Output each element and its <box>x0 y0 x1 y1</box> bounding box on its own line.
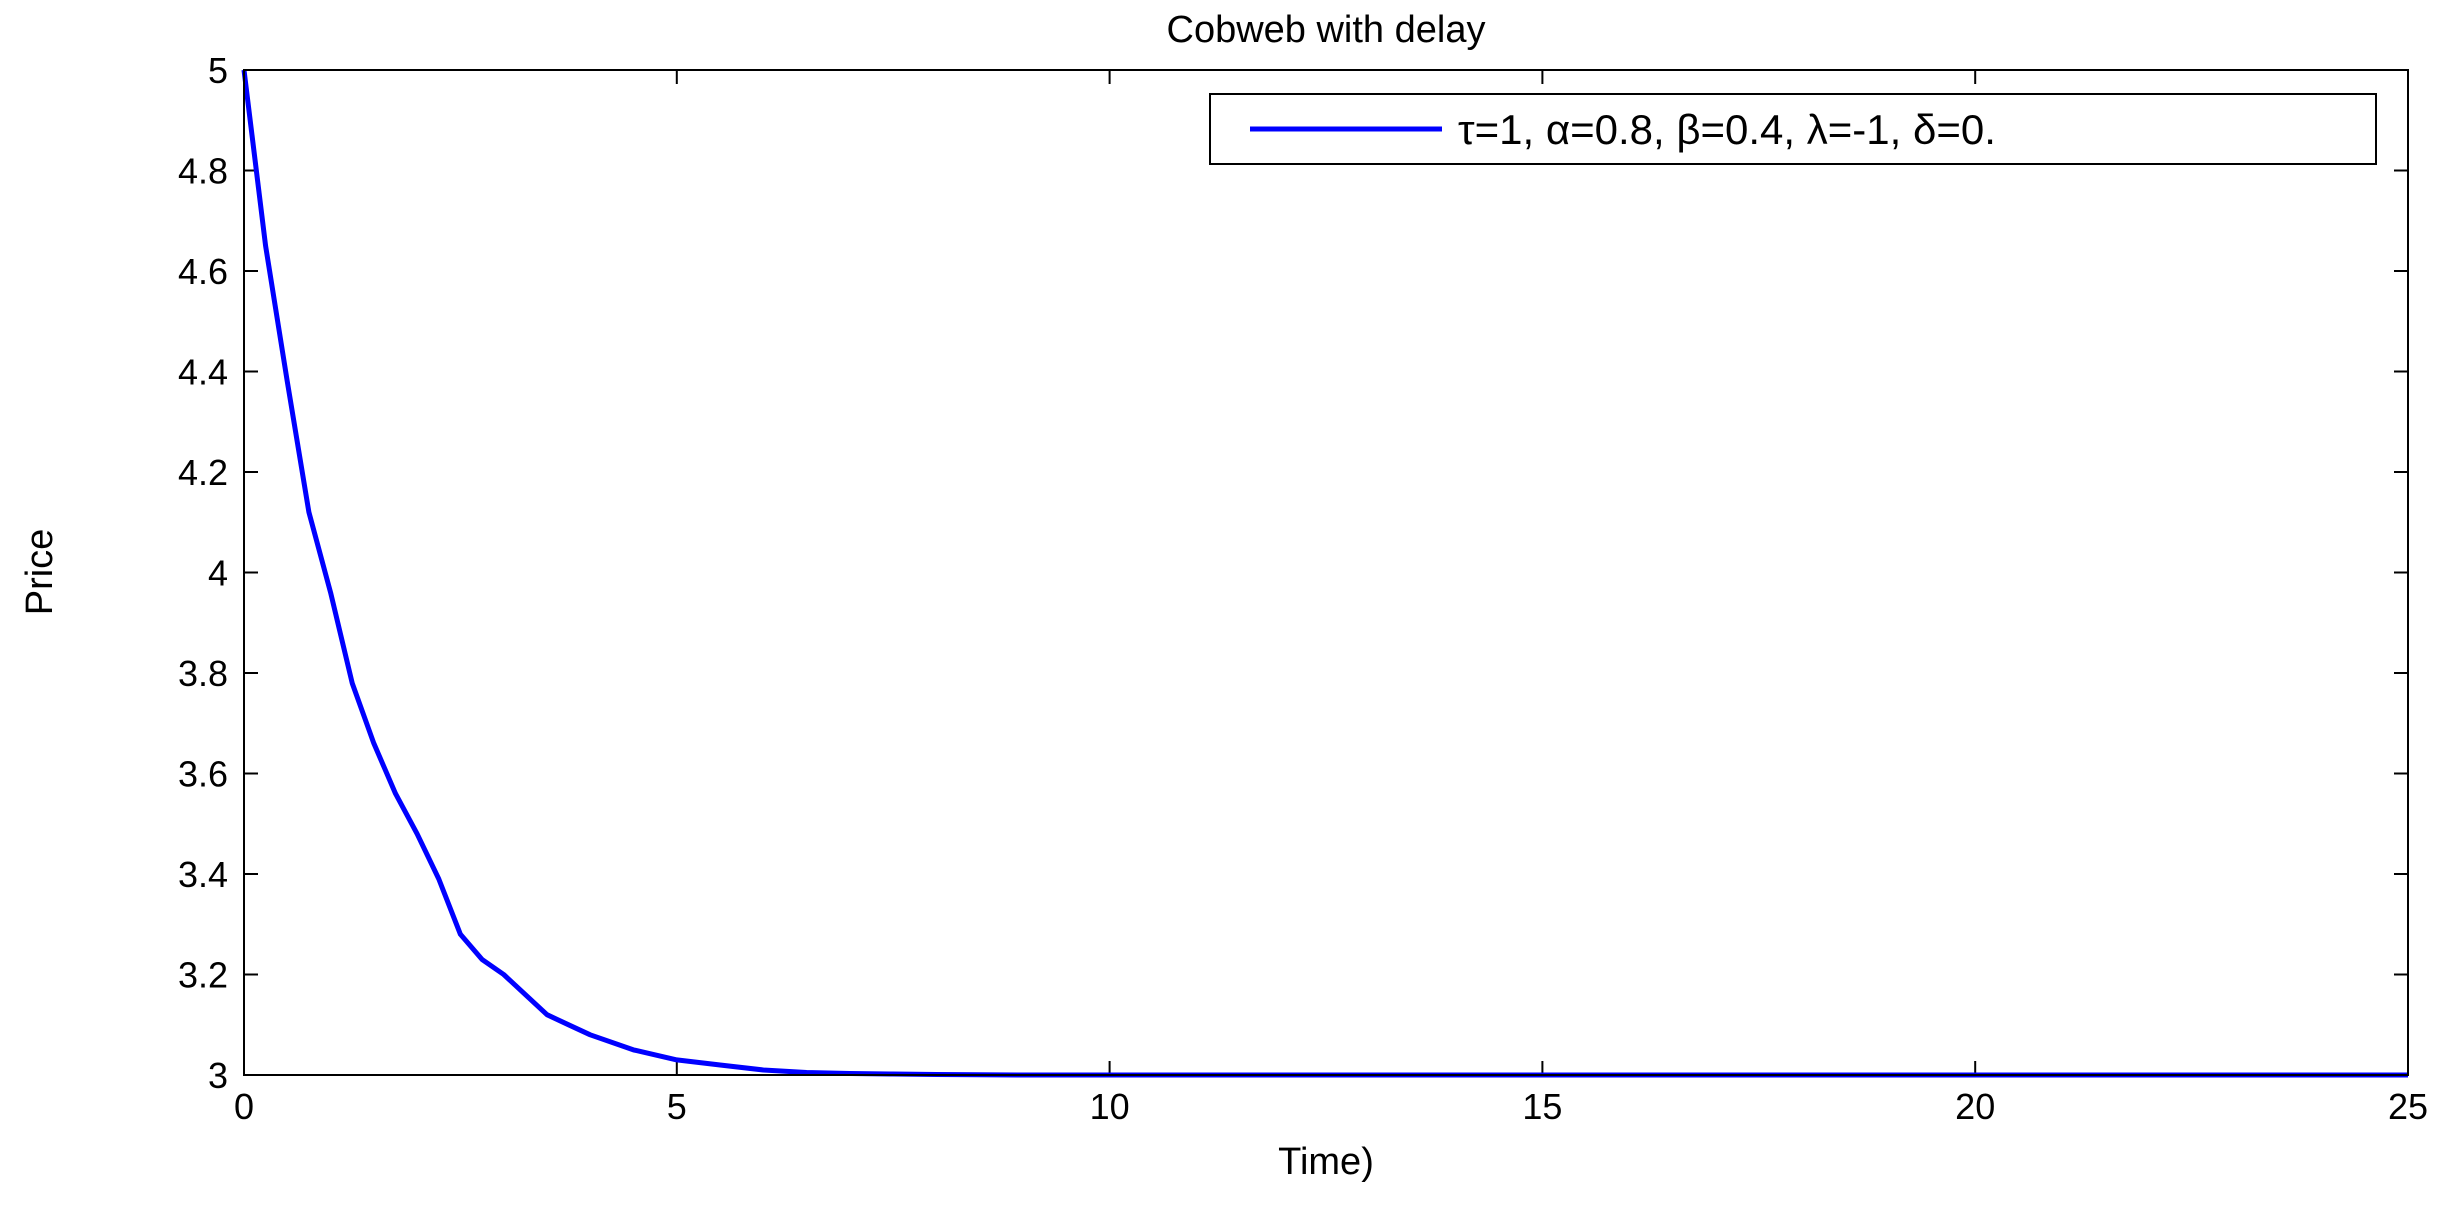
x-tick-label: 20 <box>1955 1086 1995 1127</box>
y-tick-label: 4 <box>208 553 228 594</box>
chart-title: Cobweb with delay <box>1167 9 1486 51</box>
y-axis-label: Price <box>19 529 61 616</box>
x-tick-label: 0 <box>234 1086 254 1127</box>
x-tick-label: 25 <box>2388 1086 2428 1127</box>
x-axis-label: Time) <box>1278 1141 1374 1183</box>
y-tick-label: 4.6 <box>178 251 228 292</box>
y-tick-label: 4.2 <box>178 452 228 493</box>
y-tick-label: 3.4 <box>178 854 228 895</box>
x-tick-label: 10 <box>1090 1086 1130 1127</box>
y-tick-label: 4.4 <box>178 352 228 393</box>
legend-entry-label: τ=1, α=0.8, β=0.4, λ=-1, δ=0. <box>1458 106 1996 153</box>
y-tick-label: 4.8 <box>178 151 228 192</box>
plot-frame <box>243 69 2409 1076</box>
plot-area <box>244 70 2408 1075</box>
y-tick-label: 5 <box>208 50 228 91</box>
x-tick-label: 5 <box>667 1086 687 1127</box>
legend: τ=1, α=0.8, β=0.4, λ=-1, δ=0. <box>1209 93 2377 165</box>
x-tick-label: 15 <box>1522 1086 1562 1127</box>
y-tick-label: 3 <box>208 1055 228 1096</box>
y-tick-label: 3.6 <box>178 754 228 795</box>
y-tick-label: 3.8 <box>178 653 228 694</box>
y-tick-label: 3.2 <box>178 955 228 996</box>
